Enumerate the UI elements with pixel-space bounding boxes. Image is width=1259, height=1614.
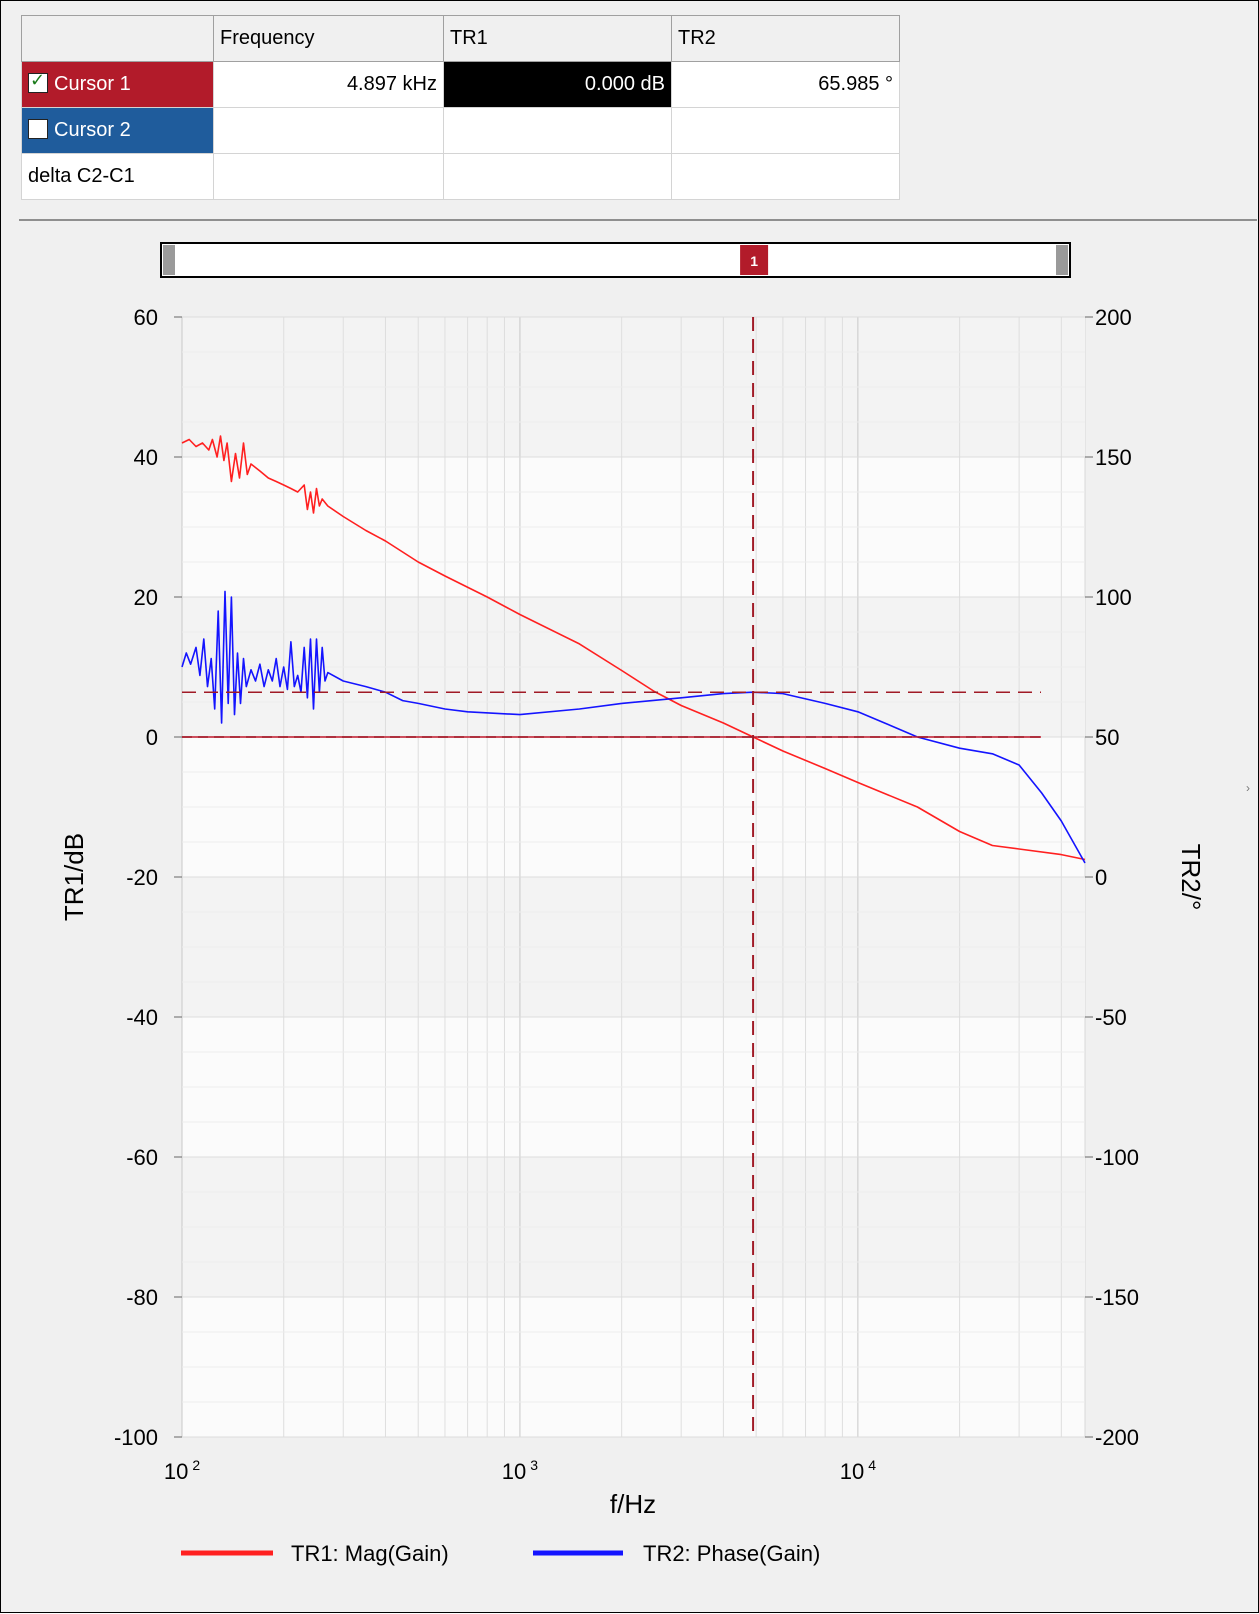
cursor-1-flag[interactable] [740,245,769,275]
cursor-table: Frequency TR1 TR2 ✓ Cursor 1 4.897 kHz 0.… [21,15,900,200]
y-right-tick-label: 0 [1095,865,1107,890]
legend-label-tr1: TR1: Mag(Gain) [291,1541,449,1566]
cursor-2-toggle[interactable]: Cursor 2 [21,107,214,154]
legend-label-tr2: TR2: Phase(Gain) [643,1541,820,1566]
cursor-table-header: Frequency TR1 TR2 [21,15,900,62]
scroll-left-handle[interactable] [163,245,175,275]
cursor-2-row: Cursor 2 [21,107,900,154]
x-tick-label: 10 3 [502,1457,538,1484]
y-right-tick-label: 100 [1095,585,1132,610]
cursor-1-label: Cursor 1 [54,73,131,95]
y-left-tick-label: 0 [146,725,158,750]
y-left-tick-label: 40 [134,445,158,470]
panel-arrow-icon[interactable]: › [1246,781,1250,795]
y-axis-right-title: TR2/° [1176,844,1206,911]
delta-row: delta C2-C1 [21,153,900,200]
cursor-2-tr1[interactable] [443,107,672,154]
cursor-2-tr2[interactable] [671,107,900,154]
check-icon: ✓ [30,70,46,90]
x-tick-label: 10 4 [840,1457,876,1484]
y-right-tick-label: 50 [1095,725,1119,750]
delta-frequency [213,153,444,200]
cursor-1-tr1[interactable]: 0.000 dB [443,61,672,108]
cursor-2-checkbox[interactable] [28,119,48,139]
axis-ticks: 6040200-20-40-60-80-100200150100500-50-1… [114,305,1139,1484]
cursor-overlay [182,317,1041,1437]
cursor-scroll-bar[interactable]: 1 [160,242,1071,278]
scroll-right-handle[interactable] [1056,245,1068,275]
header-tr1[interactable]: TR1 [443,15,672,62]
x-tick-label: 10 2 [164,1457,200,1484]
y-left-tick-label: 20 [134,585,158,610]
grid [181,316,1085,1438]
series-tr1-mag-line [181,435,1086,861]
cursor-1-row: ✓ Cursor 1 4.897 kHz 0.000 dB 65.985 ° [21,61,900,108]
y-right-tick-label: -200 [1095,1425,1139,1450]
y-left-tick-label: -100 [114,1425,158,1450]
y-left-tick-label: -20 [126,865,158,890]
cursor-1-tr2[interactable]: 65.985 ° [671,61,900,108]
cursor-2-label: Cursor 2 [54,119,131,141]
y-left-tick-label: 60 [134,305,158,330]
delta-label: delta C2-C1 [21,153,214,200]
splitter[interactable] [19,219,1257,221]
legend: TR1: Mag(Gain) TR2: Phase(Gain) [181,1541,820,1566]
y-right-tick-label: -150 [1095,1285,1139,1310]
cursor-2-frequency[interactable] [213,107,444,154]
delta-tr2 [671,153,900,200]
y-axis-left-title: TR1/dB [59,833,89,921]
y-right-tick-label: 200 [1095,305,1132,330]
y-left-tick-label: -60 [126,1145,158,1170]
y-left-tick-label: -40 [126,1005,158,1030]
y-left-tick-label: -80 [126,1285,158,1310]
delta-tr1 [443,153,672,200]
y-right-tick-label: 150 [1095,445,1132,470]
y-right-tick-label: -50 [1095,1005,1127,1030]
x-axis-title: f/Hz [610,1489,656,1519]
cursor-1-frequency[interactable]: 4.897 kHz [213,61,444,108]
y-right-tick-label: -100 [1095,1145,1139,1170]
cursor-1-flag-label: 1 [750,253,758,269]
header-empty [21,15,214,62]
cursor-1-checkbox[interactable]: ✓ [28,70,48,93]
header-tr2[interactable]: TR2 [671,15,900,62]
